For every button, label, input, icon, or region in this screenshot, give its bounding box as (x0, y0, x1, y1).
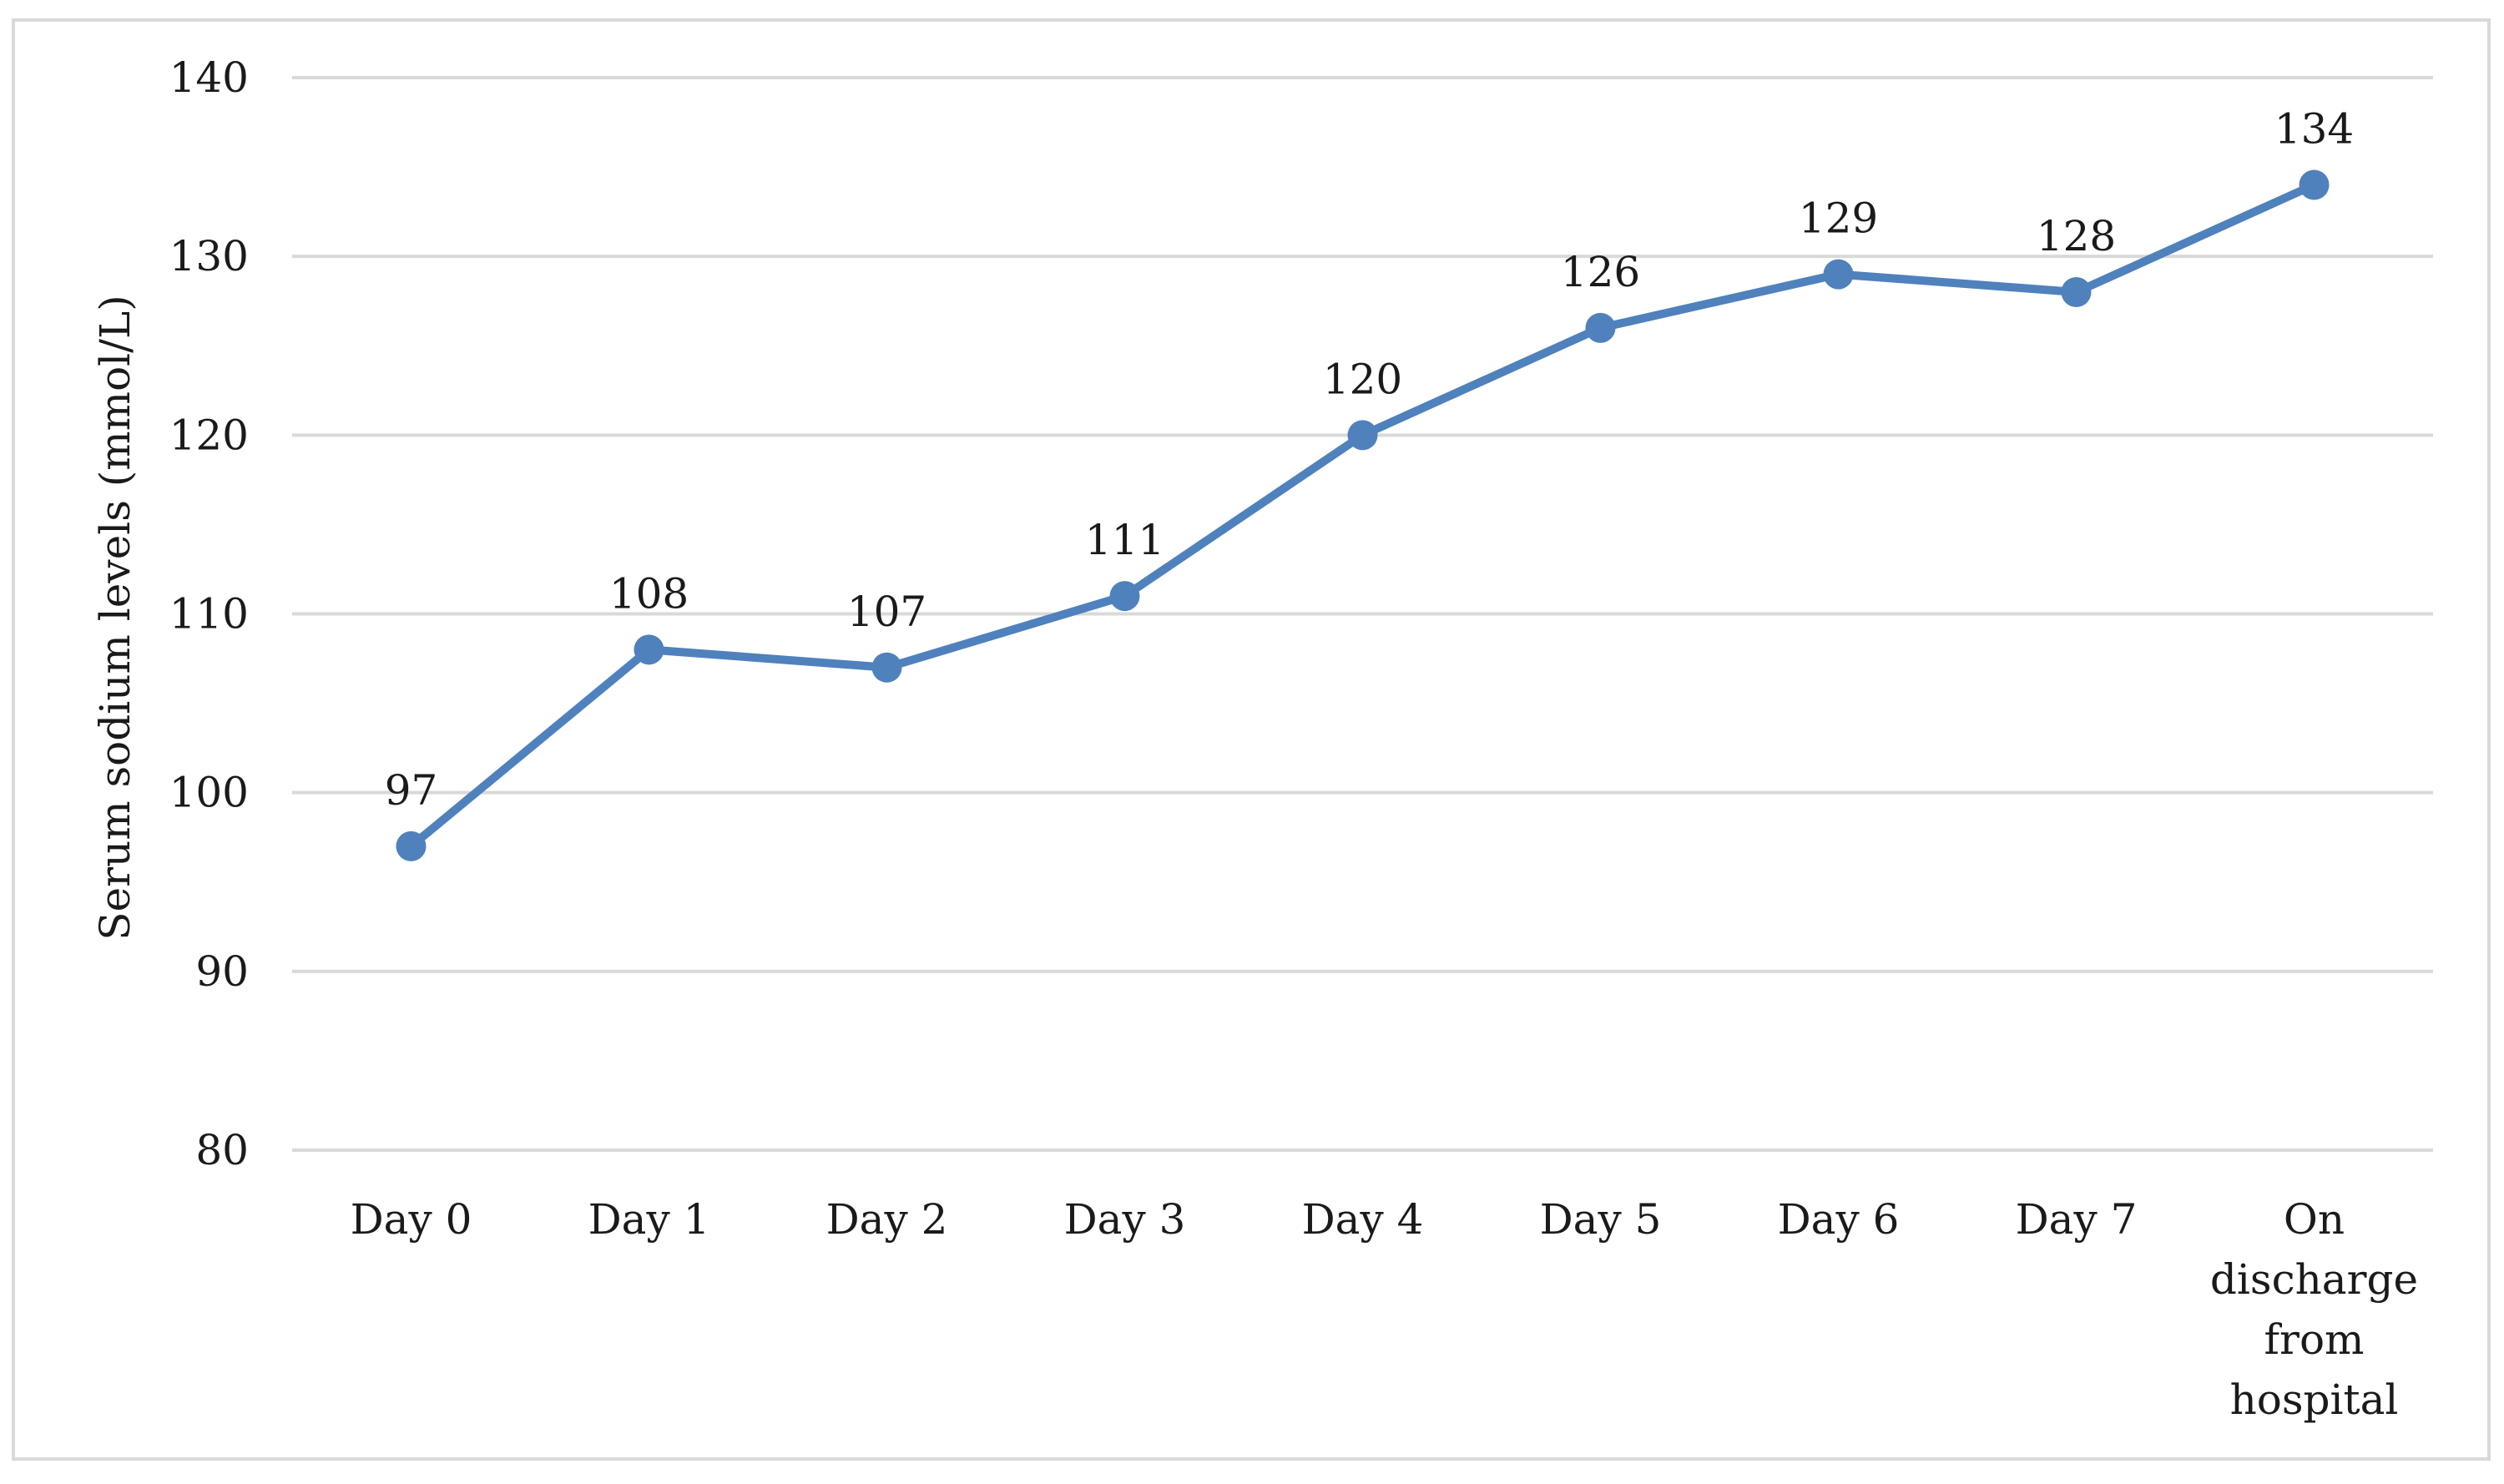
x-tick-label-line: Day 2 (826, 1195, 948, 1244)
x-tick-label-line: Day 0 (351, 1195, 472, 1244)
data-label: 129 (1799, 194, 1878, 243)
data-label: 97 (385, 766, 438, 815)
data-label: 111 (1085, 516, 1164, 564)
chart-frame (12, 18, 2491, 1461)
data-point (1585, 312, 1616, 343)
data-label: 108 (609, 569, 689, 618)
x-tick-label-line: Day 3 (1064, 1195, 1186, 1244)
data-point (2061, 277, 2092, 307)
x-axis-ticks: Day 0 Day 1 Day 2 Day 3 Day 4 Day 5 Day 6 Day 7… (351, 1195, 2419, 1424)
x-tick-label-line: Day 1 (588, 1195, 710, 1244)
data-label: 126 (1561, 248, 1640, 296)
data-label: 120 (1323, 355, 1402, 403)
y-tick-label: 130 (169, 232, 249, 280)
data-point (1109, 581, 1140, 612)
data-label: 134 (2274, 105, 2354, 154)
y-tick-label: 140 (169, 53, 249, 102)
data-point (634, 634, 664, 665)
x-tick-label-line: On (2284, 1195, 2345, 1244)
x-tick-label: Day 6 (1778, 1195, 1900, 1244)
x-tick-label-line: hospital (2230, 1375, 2399, 1424)
y-axis-ticks: 80 90 100 110 120 130 140 (169, 53, 249, 1174)
data-label: 107 (847, 588, 926, 636)
data-label-layer: 97 108 107 111 120 126 129 128 134 (385, 105, 2355, 815)
x-tick-label: Day 4 (1302, 1195, 1424, 1244)
data-point (396, 830, 427, 861)
x-tick-label: Day 1 (588, 1195, 710, 1244)
x-tick-label: Day 0 (351, 1195, 472, 1244)
y-tick-label: 100 (169, 769, 249, 817)
x-tick-label-line: discharge (2210, 1255, 2418, 1304)
x-tick-label-line: Day 4 (1302, 1195, 1424, 1244)
y-tick-label: 120 (169, 411, 249, 459)
x-tick-label-line: Day 5 (1540, 1195, 1662, 1244)
y-tick-label: 80 (195, 1126, 249, 1174)
data-point (2299, 169, 2330, 200)
data-point (1823, 259, 1854, 290)
y-tick-label: 90 (195, 947, 249, 996)
y-tick-label: 110 (169, 590, 249, 639)
x-tick-label-line: Day 7 (2016, 1195, 2138, 1244)
data-point (1347, 420, 1378, 451)
y-axis-title: Serum sodium levels (mmol/L) (91, 295, 139, 940)
series-layer (406, 180, 2319, 851)
x-tick-label: On discharge from hospital (2210, 1195, 2418, 1424)
x-tick-label-line: from (2264, 1315, 2365, 1364)
x-tick-label: Day 5 (1540, 1195, 1662, 1244)
x-tick-label: Day 3 (1064, 1195, 1186, 1244)
x-tick-label: Day 2 (826, 1195, 948, 1244)
x-tick-label-line: Day 6 (1778, 1195, 1900, 1244)
point-layer (396, 169, 2330, 861)
data-label: 128 (2037, 212, 2116, 260)
series-line (406, 180, 2319, 851)
data-point (871, 652, 902, 683)
x-tick-label: Day 7 (2016, 1195, 2138, 1244)
